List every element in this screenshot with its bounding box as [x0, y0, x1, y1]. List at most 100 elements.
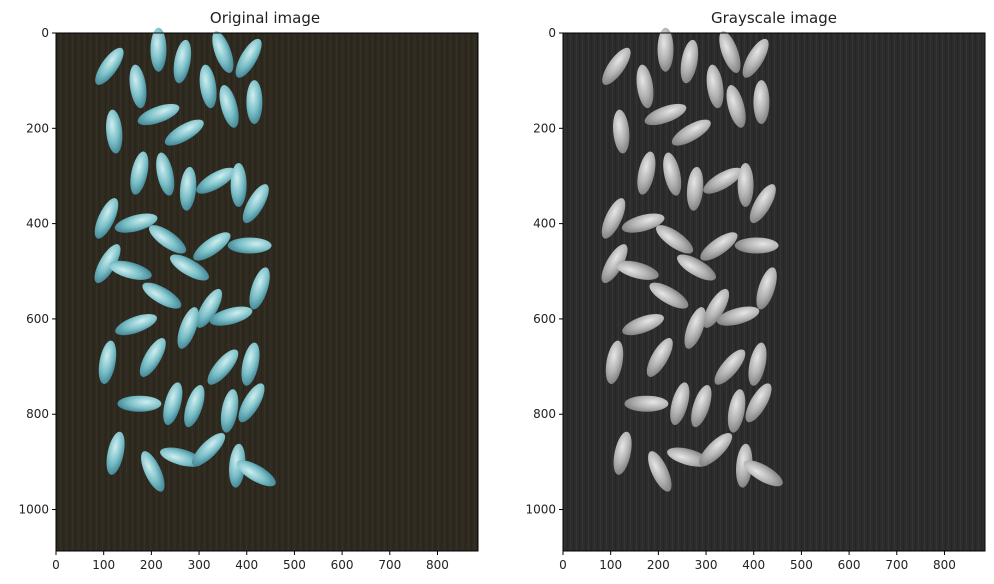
y-tick-label: 400	[26, 217, 49, 231]
rice-grain	[137, 103, 180, 126]
rice-grain	[622, 313, 664, 336]
grain-layer	[601, 27, 783, 492]
rice-grain	[734, 237, 779, 254]
rice-grain	[601, 244, 628, 284]
rice-grain	[706, 64, 724, 109]
rice-grain	[616, 260, 659, 280]
rice-grain	[238, 383, 265, 423]
grain-layer	[94, 27, 276, 492]
rice-grain	[242, 184, 269, 224]
y-tick-label: 200	[533, 121, 556, 135]
rice-grain	[173, 39, 192, 84]
x-tick-label: 600	[331, 558, 354, 572]
rice-grain	[716, 306, 760, 326]
rice-grain	[236, 460, 276, 487]
y-tick-label: 800	[533, 407, 556, 421]
rice-grain	[130, 151, 149, 195]
rice-grain	[644, 103, 687, 126]
axis-ticks: 0 100 200 300 400 500 600 700 800 0 200 400 600 800 10…	[18, 26, 448, 572]
panel-grayscale: Grayscale image 0 100 200 300 400 500 600 700 80…	[525, 9, 986, 572]
rice-grain	[749, 184, 776, 224]
rice-grain	[227, 237, 272, 254]
rice-grain	[605, 340, 624, 385]
rice-grain	[193, 232, 231, 261]
y-tick-label: 1000	[18, 503, 49, 517]
y-tick-label: 800	[26, 407, 49, 421]
x-tick-label: 800	[933, 558, 956, 572]
rice-grain	[141, 451, 165, 492]
rice-grain	[230, 163, 247, 207]
rice-grain	[657, 27, 674, 72]
rice-grain	[624, 395, 669, 412]
rice-grain	[212, 31, 234, 73]
x-tick-label: 0	[52, 558, 60, 572]
x-tick-label: 600	[838, 558, 861, 572]
y-tick-label: 400	[533, 217, 556, 231]
rice-grain	[156, 152, 175, 196]
x-tick-label: 300	[695, 558, 718, 572]
rice-grain	[621, 213, 665, 233]
rice-grain	[106, 431, 125, 475]
rice-grain	[613, 431, 632, 475]
rice-grain	[737, 163, 754, 207]
rice-grain	[748, 342, 767, 386]
x-tick-label: 0	[559, 558, 567, 572]
rice-grain	[220, 389, 239, 433]
rice-grain	[656, 225, 694, 254]
rice-grain	[249, 267, 270, 310]
rice-grain	[742, 38, 769, 78]
y-tick-label: 0	[41, 26, 49, 40]
rice-grain	[649, 282, 689, 309]
y-tick-label: 600	[26, 312, 49, 326]
x-tick-label: 500	[790, 558, 813, 572]
y-tick-label: 1000	[525, 503, 556, 517]
y-tick-label: 200	[26, 121, 49, 135]
rice-grain	[196, 167, 236, 194]
x-tick-label: 700	[378, 558, 401, 572]
panel-title: Original image	[210, 9, 320, 27]
rice-grain	[699, 432, 733, 467]
rice-grain	[115, 313, 157, 336]
rice-grain	[646, 338, 673, 377]
rice-grain	[691, 385, 712, 428]
rice-grain	[726, 85, 746, 128]
x-tick-label: 100	[92, 558, 115, 572]
rice-grain	[209, 306, 253, 326]
rice-grain	[684, 307, 706, 349]
image-area	[563, 33, 985, 551]
panel-original: Original image 0 100 200 300 400 500 600 700 800…	[18, 9, 479, 572]
y-tick-label: 0	[548, 26, 556, 40]
rice-grain	[677, 254, 716, 281]
x-tick-label: 400	[235, 558, 258, 572]
rice-grain	[235, 38, 262, 78]
rice-grain	[703, 288, 730, 328]
rice-grain	[727, 389, 746, 433]
rice-grain	[106, 109, 123, 154]
rice-grain	[129, 64, 147, 109]
panel-title: Grayscale image	[711, 9, 837, 27]
rice-grain	[207, 349, 239, 385]
rice-grain	[196, 288, 223, 328]
x-tick-label: 400	[742, 558, 765, 572]
x-tick-label: 700	[885, 558, 908, 572]
x-tick-label: 200	[140, 558, 163, 572]
rice-grain	[117, 395, 162, 412]
axes-frame	[562, 32, 986, 552]
rice-grain	[164, 119, 204, 146]
rice-grain	[94, 244, 121, 284]
rice-grain	[637, 151, 656, 195]
rice-grain	[648, 451, 672, 492]
rice-grain	[671, 119, 711, 146]
rice-grain	[149, 225, 187, 254]
rice-grain	[114, 213, 158, 233]
rice-grain	[719, 31, 741, 73]
rice-grain	[179, 166, 197, 211]
rice-grain	[753, 80, 770, 125]
rice-grain	[700, 232, 738, 261]
x-tick-label: 500	[283, 558, 306, 572]
rice-grain	[743, 460, 783, 487]
rice-grain	[109, 260, 152, 280]
rice-grain	[177, 307, 199, 349]
